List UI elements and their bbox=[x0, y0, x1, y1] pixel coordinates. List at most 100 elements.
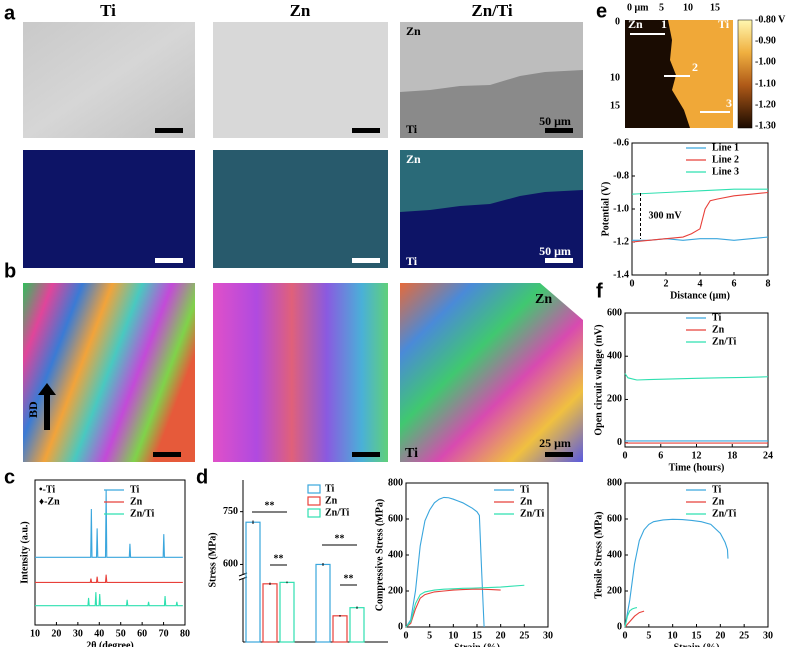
x-tick-label: 80 bbox=[180, 628, 190, 639]
legend-label: Zn/Ti bbox=[712, 336, 736, 347]
ebsd-zn-region bbox=[540, 283, 583, 320]
scale-bar bbox=[545, 258, 573, 263]
afm-x-tick: 5 bbox=[659, 2, 664, 13]
x-tick-label: 40 bbox=[94, 628, 104, 639]
y-tick-label: 750 bbox=[223, 506, 238, 517]
x-tick-label: 10 bbox=[448, 630, 458, 641]
x-tick-label: 6 bbox=[732, 278, 737, 289]
y-tick-label: 0 bbox=[617, 437, 622, 448]
y-axis-label: Open circuit voltage (mV) bbox=[593, 324, 604, 435]
data-line bbox=[624, 610, 645, 628]
image-label: BD bbox=[26, 401, 40, 418]
scale-bar bbox=[153, 452, 181, 457]
x-tick-label: 60 bbox=[137, 628, 147, 639]
panel-label: f bbox=[596, 280, 603, 302]
y-axis-label: Stress (MPa) bbox=[207, 532, 218, 587]
panel-label: e bbox=[596, 0, 607, 22]
legend-label: Ti bbox=[712, 484, 721, 495]
afm-x-tick: 10 bbox=[683, 2, 693, 13]
colorbar bbox=[737, 19, 753, 129]
annotation: ** bbox=[335, 533, 345, 544]
colorbar-label: -1.20 bbox=[755, 99, 776, 110]
x-tick-label: 20 bbox=[496, 630, 506, 641]
x-tick-label: 0 bbox=[623, 450, 628, 461]
bar bbox=[262, 583, 278, 643]
data-line bbox=[405, 588, 501, 628]
y-tick-label: -0.8 bbox=[613, 170, 629, 181]
afm-y-tick: 15 bbox=[610, 100, 620, 111]
y-tick-label: 600 bbox=[607, 513, 622, 524]
image-label: Zn bbox=[406, 24, 421, 38]
y-tick-label: 800 bbox=[388, 477, 403, 488]
panel-label: c bbox=[4, 466, 15, 488]
map-label: Ti bbox=[718, 17, 730, 31]
x-tick-label: 20 bbox=[715, 630, 725, 641]
data-line bbox=[624, 607, 638, 628]
legend-label: Zn bbox=[712, 496, 725, 507]
legend-label: Line 2 bbox=[712, 154, 739, 165]
legend-label: Zn bbox=[325, 495, 338, 506]
x-tick-label: 2 bbox=[664, 278, 669, 289]
x-tick-label: 12 bbox=[692, 450, 702, 461]
ebsd-image bbox=[213, 283, 388, 462]
x-tick-label: 50 bbox=[116, 628, 126, 639]
x-tick-label: 8 bbox=[766, 278, 771, 289]
annotation: ** bbox=[274, 553, 284, 564]
afm-y-tick: 0 bbox=[615, 16, 620, 27]
legend-label: Line 3 bbox=[712, 166, 739, 177]
x-tick-label: 10 bbox=[30, 628, 40, 639]
y-tick-label: 0 bbox=[617, 621, 622, 632]
y-tick-label: 200 bbox=[607, 585, 622, 596]
y-tick-label: 600 bbox=[388, 513, 403, 524]
image-label: Ti bbox=[406, 254, 418, 268]
colorbar-label: -0.80 V bbox=[755, 14, 786, 25]
x-axis-label: Strain (%) bbox=[674, 642, 720, 647]
colorbar-label: -1.10 bbox=[755, 78, 776, 89]
image-label: Zn bbox=[406, 152, 421, 166]
panel-label: a bbox=[4, 2, 16, 24]
bar bbox=[279, 581, 295, 643]
colorbar-label: -1.00 bbox=[755, 56, 776, 67]
x-tick-label: 10 bbox=[668, 630, 678, 641]
legend-swatch bbox=[307, 496, 321, 506]
column-header: Zn/Ti bbox=[471, 1, 513, 20]
x-axis-label: 2θ (degree) bbox=[86, 640, 134, 647]
x-tick-label: 30 bbox=[73, 628, 83, 639]
bar bbox=[332, 615, 348, 643]
afm-x-tick: 0 μm bbox=[627, 2, 649, 13]
map-label: 3 bbox=[726, 96, 732, 110]
legend-swatch bbox=[307, 508, 321, 518]
y-tick-label: 800 bbox=[607, 477, 622, 488]
column-header: Zn bbox=[290, 1, 311, 20]
annotation: 300 mV bbox=[649, 210, 683, 221]
data-line bbox=[624, 373, 769, 381]
legend-label: Zn bbox=[712, 324, 725, 335]
x-axis-label: Distance (μm) bbox=[670, 290, 730, 301]
y-tick-label: 0 bbox=[398, 621, 403, 632]
bd-arrow bbox=[38, 383, 56, 430]
scale-bar bbox=[352, 128, 380, 133]
annotation: ** bbox=[265, 500, 275, 511]
x-tick-label: 30 bbox=[543, 630, 553, 641]
eds-image bbox=[23, 150, 195, 268]
x-tick-label: 15 bbox=[472, 630, 482, 641]
afm-y-tick: 10 bbox=[610, 72, 620, 83]
y-tick-label: -1.2 bbox=[613, 236, 629, 247]
scale-bar bbox=[545, 128, 573, 133]
scale-bar bbox=[545, 452, 573, 457]
image-label: Ti bbox=[406, 122, 418, 136]
y-tick-label: 600 bbox=[607, 307, 622, 318]
x-tick-label: 25 bbox=[739, 630, 749, 641]
legend-label: Ti bbox=[712, 312, 721, 323]
colorbar-label: -0.90 bbox=[755, 35, 776, 46]
x-axis-label: Strain (%) bbox=[454, 642, 500, 647]
legend-label: Zn/Ti bbox=[325, 507, 349, 518]
y-tick-label: 200 bbox=[607, 394, 622, 405]
x-tick-label: 0 bbox=[404, 630, 409, 641]
legend-label: Zn bbox=[520, 496, 533, 507]
map-label: 1 bbox=[661, 17, 667, 31]
panel-label: d bbox=[196, 466, 208, 488]
x-tick-label: 5 bbox=[646, 630, 651, 641]
y-tick-label: -0.6 bbox=[613, 137, 629, 148]
